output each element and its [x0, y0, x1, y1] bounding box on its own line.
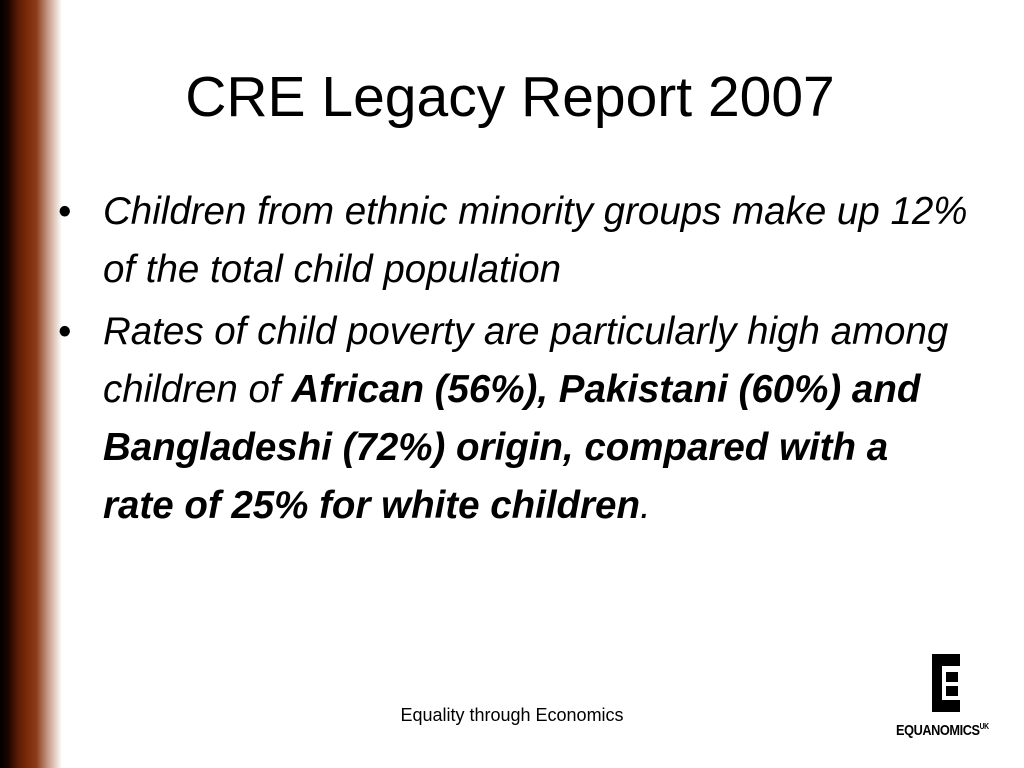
logo-suffix: UK [979, 722, 989, 731]
logo: EQUANOMICSUK [890, 648, 1010, 748]
footer: Equality through Economics [400, 705, 624, 725]
bullet: Rates of child poverty are particularly … [58, 303, 968, 535]
bullet-list: Children from ethnic minority groups mak… [58, 183, 968, 539]
bullet-text: . [639, 484, 651, 527]
logo-name: EQUANOMICS [896, 722, 980, 739]
logo-icon [932, 654, 960, 712]
side-bar [0, 0, 62, 768]
bullet-bold-text: African (56%), Pakistani (60%) and Bangl… [103, 368, 921, 527]
slide-title: CRE Legacy Report 2007 [185, 65, 835, 129]
bullet: Children from ethnic minority groups mak… [58, 183, 968, 299]
logo-text: EQUANOMICSUK [896, 722, 989, 739]
bullet-text: Rates of child poverty are particularly … [103, 310, 949, 411]
bullet-text: Children from ethnic minority groups mak… [103, 190, 968, 291]
